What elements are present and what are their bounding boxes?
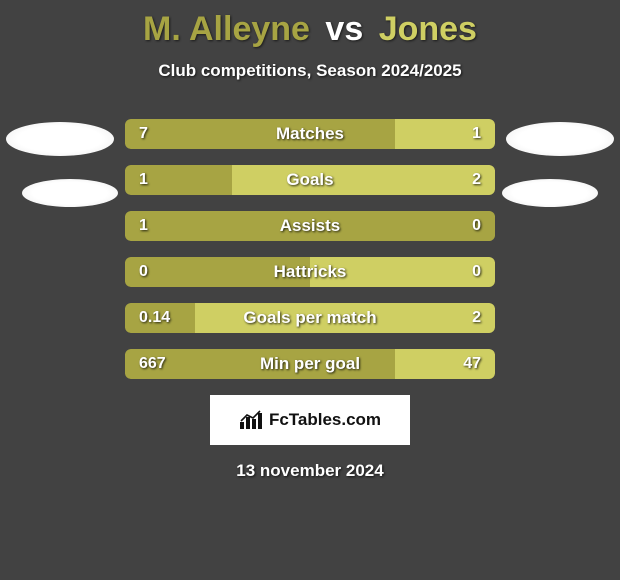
subtitle: Club competitions, Season 2024/2025 — [0, 61, 620, 81]
player1-avatar-placeholder — [6, 122, 114, 156]
stat-label: Assists — [125, 211, 495, 241]
fctables-icon — [239, 410, 263, 430]
stat-label: Hattricks — [125, 257, 495, 287]
title-player1: M. Alleyne — [143, 10, 310, 48]
stat-row: 0.14Goals per match2 — [125, 303, 495, 333]
stat-row: 667Min per goal47 — [125, 349, 495, 379]
stat-value-right: 0 — [472, 257, 481, 287]
stat-label: Goals — [125, 165, 495, 195]
stat-value-right: 0 — [472, 211, 481, 241]
stat-value-right: 2 — [472, 303, 481, 333]
player2-avatar-placeholder — [506, 122, 614, 156]
stat-label: Min per goal — [125, 349, 495, 379]
stat-row: 1Goals2 — [125, 165, 495, 195]
stat-row: 1Assists0 — [125, 211, 495, 241]
stat-value-right: 1 — [472, 119, 481, 149]
player2-badge-placeholder — [502, 179, 598, 207]
date-label: 13 november 2024 — [0, 461, 620, 481]
title-player2: Jones — [379, 10, 477, 48]
stat-row: 7Matches1 — [125, 119, 495, 149]
stat-label: Goals per match — [125, 303, 495, 333]
logo-text: FcTables.com — [269, 410, 381, 430]
logo-box: FcTables.com — [210, 395, 410, 445]
title-vs: vs — [325, 10, 363, 48]
stat-bars: 7Matches11Goals21Assists00Hattricks00.14… — [125, 119, 495, 379]
stat-label: Matches — [125, 119, 495, 149]
page-title: M. Alleyne vs Jones — [0, 0, 620, 49]
stat-value-right: 47 — [463, 349, 481, 379]
stat-row: 0Hattricks0 — [125, 257, 495, 287]
chart-area: 7Matches11Goals21Assists00Hattricks00.14… — [0, 119, 620, 379]
stat-value-right: 2 — [472, 165, 481, 195]
player1-badge-placeholder — [22, 179, 118, 207]
